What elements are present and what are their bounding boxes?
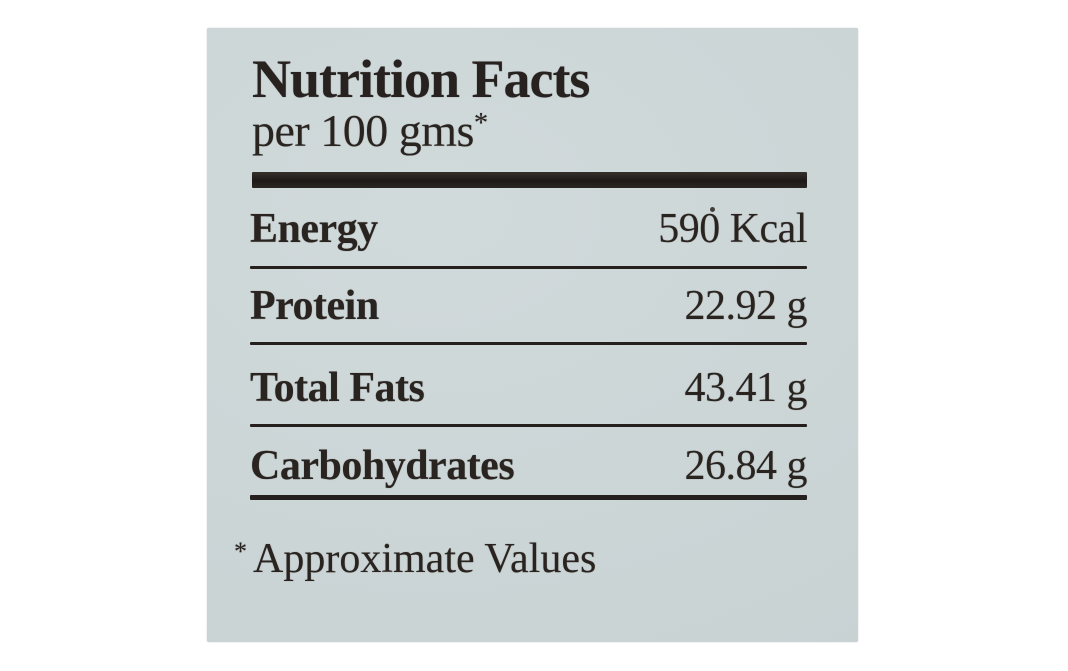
table-row-total-fats: Total Fats 43.41 g	[250, 367, 807, 409]
row-label: Energy	[250, 206, 378, 252]
row-label: Protein	[250, 283, 379, 329]
table-row-energy: Energy 590 Kcal	[250, 208, 807, 250]
footnote-marker: *	[234, 537, 248, 566]
row-divider	[250, 342, 807, 345]
row-divider	[250, 266, 807, 269]
row-divider	[250, 424, 807, 427]
serving-size-subtitle: per 100 gms*	[252, 108, 488, 154]
serving-size-text: per 100 gms	[252, 105, 474, 156]
row-value: 26.84 g	[684, 443, 808, 489]
table-row-carbohydrates: Carbohydrates 26.84 g	[250, 445, 807, 487]
nutrition-facts-label: Nutrition Facts per 100 gms* Energy 590 …	[207, 28, 858, 642]
row-value: 590 Kcal	[658, 206, 807, 252]
row-label: Total Fats	[250, 365, 425, 411]
nutrition-facts-title: Nutrition Facts	[252, 49, 590, 109]
row-value: 43.41 g	[684, 365, 808, 411]
row-label: Carbohydrates	[250, 443, 515, 489]
footer-rule	[250, 495, 807, 500]
print-dot-artifact	[710, 207, 715, 212]
footnote-marker-superscript: *	[473, 108, 488, 139]
row-value: 22.92 g	[684, 283, 808, 329]
footnote-text: Approximate Values	[253, 536, 597, 582]
header-rule	[252, 172, 807, 188]
table-row-protein: Protein 22.92 g	[250, 285, 807, 327]
approximate-values-footnote: * Approximate Values	[234, 538, 596, 580]
